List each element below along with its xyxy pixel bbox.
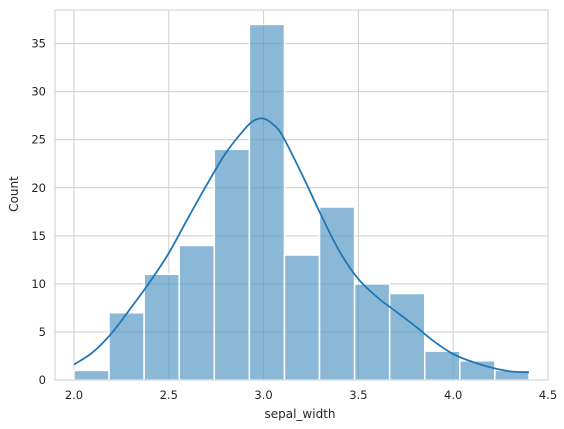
- histogram-bar: [178, 244, 216, 381]
- x-tick-label: 4.0: [444, 388, 462, 402]
- histogram-bar: [353, 283, 391, 381]
- y-tick-labels: 0 5 10 15 20 25 30 35: [31, 37, 46, 387]
- x-tick-label: 2.0: [65, 388, 83, 402]
- histogram-bar: [388, 292, 426, 381]
- x-tick-label: 4.5: [539, 388, 557, 402]
- histogram-bar: [108, 311, 145, 381]
- y-tick-label: 15: [31, 229, 46, 243]
- plot-frame: [54, 9, 549, 381]
- kde-curve: [73, 117, 530, 374]
- histogram-bar: [318, 206, 356, 381]
- histogram-bars: [73, 23, 530, 381]
- y-tick-label: 20: [31, 181, 46, 195]
- x-tick-label: 3.0: [254, 388, 272, 402]
- x-axis-label: sepal_width: [264, 407, 335, 421]
- histogram-bar: [143, 273, 180, 381]
- histogram-bar: [73, 369, 110, 381]
- y-tick-label: 30: [31, 85, 46, 99]
- y-tick-label: 10: [31, 277, 46, 291]
- y-tick-label: 5: [39, 325, 46, 339]
- y-axis-label: Count: [7, 176, 21, 212]
- y-tick-label: 35: [31, 37, 46, 51]
- y-tick-label: 25: [31, 133, 46, 147]
- x-tick-label: 3.5: [349, 388, 367, 402]
- x-tick-label: 2.5: [160, 388, 178, 402]
- histogram-bar: [213, 148, 251, 381]
- histogram-bar: [283, 254, 321, 381]
- x-tick-labels: 2.0 2.5 3.0 3.5 4.0 4.5: [65, 388, 557, 402]
- histogram-bar: [248, 23, 286, 381]
- y-tick-label: 0: [39, 373, 46, 387]
